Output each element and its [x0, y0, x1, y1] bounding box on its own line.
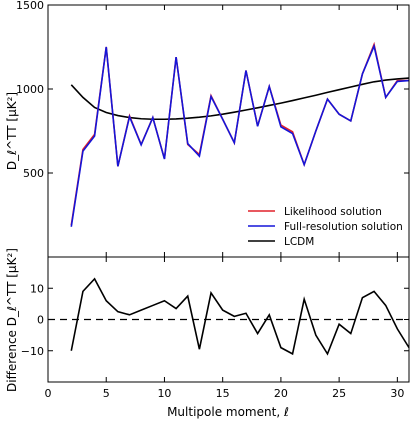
x-tick-label: 15 — [216, 387, 230, 400]
top-y-tick-label: 1000 — [16, 83, 44, 96]
bottom-x-ticks: 0 5 10 15 20 25 30 — [45, 257, 404, 400]
x-axis-label: Multipole moment, ℓ — [167, 405, 289, 419]
x-tick-label: 20 — [274, 387, 288, 400]
top-x-ticks — [47, 5, 398, 257]
top-y-ticks: 500 1000 1500 — [16, 0, 409, 180]
bottom-y-tick-label: 0 — [37, 314, 44, 327]
top-y-tick-label: 500 — [23, 167, 44, 180]
x-tick-label: 10 — [157, 387, 171, 400]
bottom-plot-frame — [47, 256, 410, 383]
bottom-y-ticks: −10 0 10 — [21, 282, 409, 358]
x-tick-label: 25 — [332, 387, 346, 400]
x-tick-label: 5 — [103, 387, 110, 400]
x-tick-label: 0 — [45, 387, 52, 400]
bottom-series — [70, 277, 410, 356]
legend: Likelihood solution Full-resolution solut… — [248, 206, 403, 248]
top-y-tick-label: 1500 — [16, 0, 44, 12]
bottom-panel: −10 0 10 0 5 10 15 20 25 30 Difference D_ℓ^TT [μ… — [5, 248, 410, 419]
top-y-label: D_ℓ^TT [μK²] — [5, 92, 19, 170]
legend-label-lcdm: LCDM — [284, 236, 314, 248]
top-panel: 500 1000 1500 D_ℓ^TT [μK²] — [5, 0, 410, 258]
bottom-y-label: Difference D_ℓ^TT [μK²] — [5, 248, 19, 392]
top-series — [70, 41, 410, 227]
series-line-full-resolution-solution — [70, 43, 410, 227]
x-tick-label: 30 — [390, 387, 404, 400]
bottom-y-tick-label: −10 — [21, 345, 44, 358]
legend-label-full-resolution-solution: Full-resolution solution — [284, 221, 403, 233]
legend-label-likelihood-solution: Likelihood solution — [284, 206, 382, 218]
series-line-difference — [70, 277, 410, 356]
bottom-y-tick-label: 10 — [30, 282, 44, 295]
